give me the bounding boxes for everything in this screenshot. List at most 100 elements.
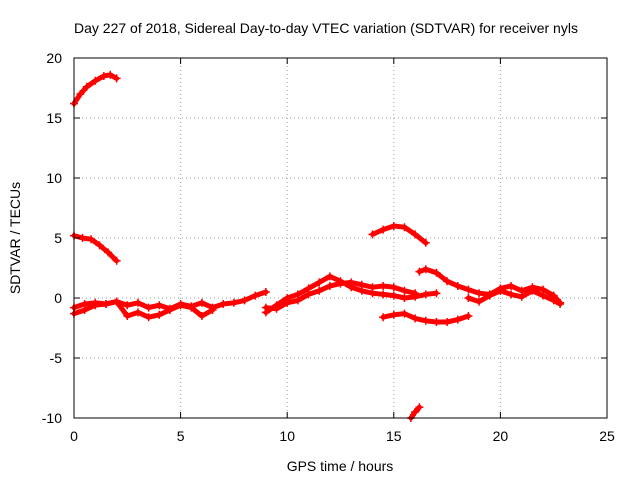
data-point xyxy=(411,230,420,239)
chart-title: Day 227 of 2018, Sidereal Day-to-day VTE… xyxy=(74,20,578,36)
data-point xyxy=(415,267,424,276)
series-band xyxy=(370,223,429,246)
data-point xyxy=(475,297,484,306)
series-track-i xyxy=(406,403,424,422)
data-point xyxy=(539,291,548,300)
data-point xyxy=(336,279,345,288)
y-tick-label: -5 xyxy=(50,350,63,366)
x-tick-label: 0 xyxy=(70,428,78,444)
data-point xyxy=(464,285,473,294)
data-point xyxy=(421,316,430,325)
y-tick-label: 20 xyxy=(46,50,62,66)
data-point xyxy=(304,290,313,299)
x-tick-label: 20 xyxy=(493,428,509,444)
y-tick-label: 15 xyxy=(46,110,62,126)
data-point xyxy=(251,291,260,300)
data-point xyxy=(208,306,217,314)
data-point xyxy=(464,294,473,302)
data-point xyxy=(76,90,85,98)
data-point xyxy=(368,230,377,239)
data-point xyxy=(485,291,494,300)
x-tick-label: 25 xyxy=(599,428,615,444)
y-tick-label: 5 xyxy=(54,230,62,246)
data-point xyxy=(315,278,324,287)
tick-labels: 0 5 10 15 20 25 -10 -5 0 5 10 15 20 xyxy=(42,50,615,444)
data-point xyxy=(507,290,516,299)
y-axis-label: SDTVAR / TECUs xyxy=(7,182,23,294)
x-tick-label: 5 xyxy=(177,428,185,444)
data-point xyxy=(123,301,132,310)
data-point xyxy=(197,312,206,320)
data-point xyxy=(443,318,452,326)
series-track-g xyxy=(368,222,430,247)
series-track-j xyxy=(415,265,565,307)
data-point xyxy=(87,235,96,244)
data-point xyxy=(464,312,473,320)
data-point xyxy=(197,298,206,307)
series-band xyxy=(465,288,563,307)
data-point xyxy=(104,248,113,257)
data-point xyxy=(368,283,377,292)
grid-lines xyxy=(74,58,607,418)
data-point xyxy=(101,300,110,308)
series-track-d xyxy=(70,297,217,322)
data-point xyxy=(240,296,249,305)
data-point xyxy=(325,272,334,281)
data-point xyxy=(507,282,516,290)
data-point xyxy=(112,297,121,306)
data-point xyxy=(229,298,238,307)
data-point xyxy=(432,318,441,326)
series-track-a xyxy=(70,70,121,108)
data-point xyxy=(99,72,108,80)
data-point xyxy=(82,82,91,91)
data-point xyxy=(165,306,174,314)
data-point xyxy=(496,286,505,295)
data-point xyxy=(155,301,164,310)
data-point xyxy=(389,283,398,292)
data-point xyxy=(411,289,420,298)
data-point xyxy=(379,282,388,290)
x-tick-label: 10 xyxy=(279,428,295,444)
data-point xyxy=(106,70,115,79)
data-point xyxy=(155,310,164,319)
data-point xyxy=(123,312,132,320)
data-point xyxy=(133,298,142,307)
data-point xyxy=(389,222,398,230)
series-track-k xyxy=(464,286,565,308)
y-tick-label: 0 xyxy=(54,290,62,306)
data-point xyxy=(219,300,228,308)
data-point xyxy=(283,298,292,307)
data-series xyxy=(70,70,565,422)
data-point xyxy=(400,309,409,318)
data-point xyxy=(421,290,430,299)
data-point xyxy=(261,288,270,296)
data-point xyxy=(133,308,142,317)
axis-ticks xyxy=(73,57,608,419)
data-point xyxy=(144,313,153,322)
data-point xyxy=(421,265,430,274)
series-track-b xyxy=(70,231,121,265)
data-point xyxy=(357,280,366,289)
data-point xyxy=(400,223,409,232)
data-point xyxy=(261,303,270,312)
data-point xyxy=(325,282,334,290)
data-point xyxy=(411,314,420,323)
data-point xyxy=(315,286,324,295)
plot-frame xyxy=(73,57,608,419)
data-point xyxy=(549,296,558,305)
data-point xyxy=(144,303,153,312)
data-point xyxy=(379,313,388,322)
data-point xyxy=(453,315,462,324)
series-track-h xyxy=(379,309,473,326)
data-point xyxy=(176,301,185,310)
data-point xyxy=(415,403,424,412)
data-point xyxy=(187,303,196,312)
data-point xyxy=(400,294,409,302)
data-point xyxy=(91,301,100,310)
data-point xyxy=(432,289,441,298)
data-point xyxy=(379,225,388,234)
data-point xyxy=(293,296,302,305)
data-point xyxy=(400,286,409,295)
data-point xyxy=(421,238,430,247)
series-band xyxy=(71,233,120,264)
